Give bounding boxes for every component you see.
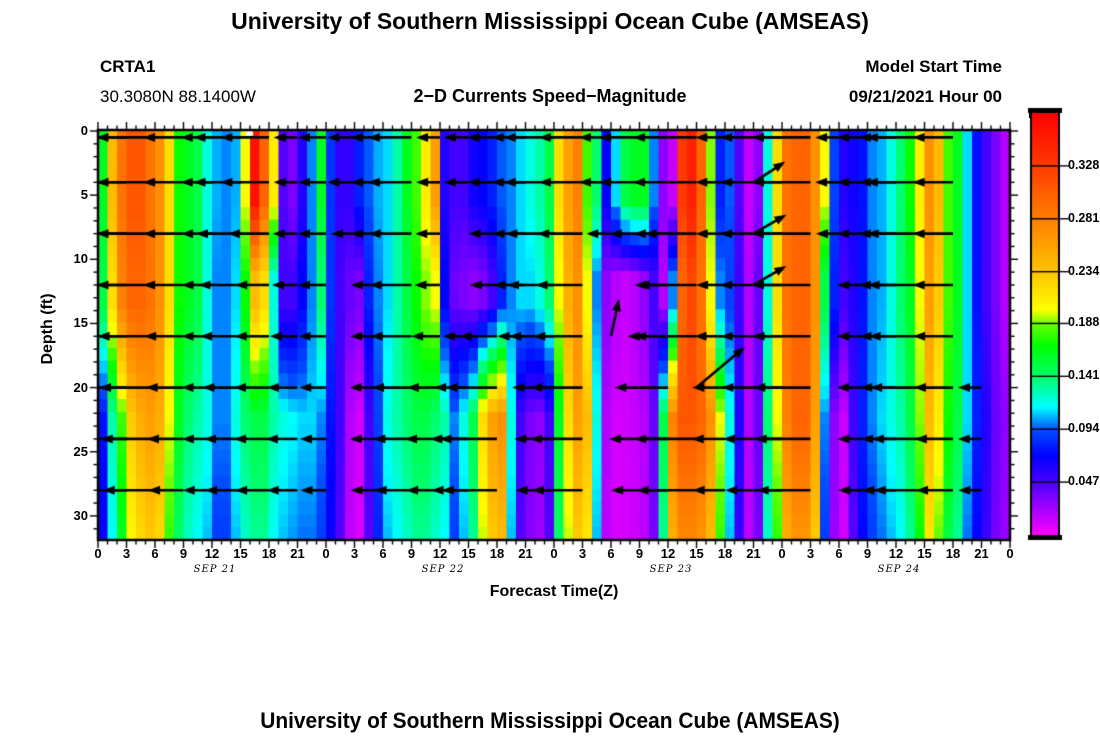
x-tick-label: 12 bbox=[660, 546, 676, 561]
y-tick-label: 10 bbox=[73, 251, 88, 267]
x-tick-label: 21 bbox=[746, 546, 761, 561]
colorbar-tick-label: 0.234 bbox=[1068, 263, 1100, 278]
x-axis-date-label: SEP 22 bbox=[421, 564, 465, 575]
x-tick-label: 3 bbox=[350, 546, 359, 561]
x-tick-label: 12 bbox=[888, 546, 904, 561]
x-axis-title: Forecast Time(Z) bbox=[489, 583, 619, 600]
y-tick-label: 0 bbox=[80, 123, 88, 138]
x-axis-date-label: SEP 21 bbox=[193, 564, 237, 575]
x-tick-label: 15 bbox=[233, 546, 248, 561]
x-tick-label: 6 bbox=[607, 546, 615, 561]
x-tick-label: 21 bbox=[974, 546, 989, 561]
y-tick-label: 25 bbox=[73, 443, 88, 459]
x-tick-label: 6 bbox=[151, 546, 159, 561]
x-tick-label: 18 bbox=[945, 546, 961, 561]
colorbar-tick-label: 0.328 bbox=[1068, 157, 1100, 172]
x-tick-label: 15 bbox=[917, 546, 932, 561]
x-axis-date-label: SEP 24 bbox=[877, 564, 921, 575]
x-tick-label: 9 bbox=[635, 546, 644, 561]
x-tick-label: 6 bbox=[379, 546, 387, 561]
x-tick-label: 0 bbox=[1006, 546, 1014, 561]
x-tick-label: 0 bbox=[94, 546, 102, 561]
x-tick-label: 3 bbox=[122, 546, 131, 561]
colorbar-tick-label: 0.094 bbox=[1068, 421, 1100, 436]
x-tick-label: 21 bbox=[290, 546, 305, 561]
x-tick-label: 3 bbox=[806, 546, 815, 561]
x-tick-label: 18 bbox=[261, 546, 277, 561]
x-tick-label: 3 bbox=[578, 546, 587, 561]
colorbar-tick-label: 0.141 bbox=[1068, 368, 1100, 383]
y-tick-label: 5 bbox=[80, 187, 88, 203]
x-tick-label: 0 bbox=[778, 546, 786, 561]
x-tick-label: 18 bbox=[489, 546, 505, 561]
x-tick-label: 9 bbox=[179, 546, 188, 561]
x-tick-label: 0 bbox=[322, 546, 330, 561]
footer-title: University of Southern Mississippi Ocean… bbox=[260, 708, 840, 733]
x-tick-label: 15 bbox=[689, 546, 704, 561]
x-tick-label: 12 bbox=[204, 546, 220, 561]
colorbar-tick-label: 0.281 bbox=[1068, 210, 1100, 225]
x-tick-label: 6 bbox=[835, 546, 843, 561]
x-tick-label: 21 bbox=[518, 546, 533, 561]
y-tick-label: 20 bbox=[73, 379, 88, 395]
colorbar-tick-label: 0.188 bbox=[1068, 315, 1100, 330]
y-tick-label: 15 bbox=[73, 315, 88, 331]
x-tick-label: 12 bbox=[432, 546, 448, 561]
x-tick-label: 18 bbox=[717, 546, 733, 561]
colorbar-tick-label: 0.047 bbox=[1068, 474, 1100, 489]
x-axis-date-label: SEP 23 bbox=[649, 564, 693, 575]
x-tick-label: 15 bbox=[461, 546, 476, 561]
x-tick-label: 0 bbox=[550, 546, 558, 561]
y-tick-label: 30 bbox=[73, 507, 88, 523]
x-tick-label: 9 bbox=[407, 546, 416, 561]
x-tick-label: 9 bbox=[863, 546, 872, 561]
